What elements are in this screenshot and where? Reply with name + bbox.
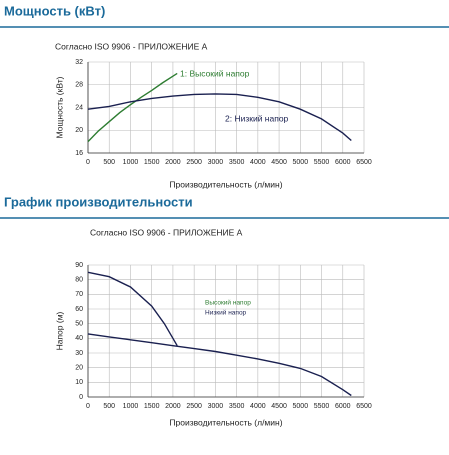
y-tick-label: 50 bbox=[75, 321, 83, 328]
x-tick-label: 4000 bbox=[250, 403, 266, 410]
y-tick-label: 16 bbox=[75, 150, 83, 157]
y-tick-label: 20 bbox=[75, 365, 83, 372]
x-tick-label: 4000 bbox=[250, 159, 266, 166]
x-axis-label: Производительность (л/мин) bbox=[169, 179, 282, 189]
x-tick-label: 4500 bbox=[271, 159, 287, 166]
x-tick-label: 1000 bbox=[123, 159, 139, 166]
chart-title: Согласно ISO 9906 - ПРИЛОЖЕНИЕ А bbox=[90, 227, 243, 237]
y-tick-label: 32 bbox=[75, 59, 83, 66]
x-tick-label: 2500 bbox=[186, 403, 202, 410]
y-tick-label: 0 bbox=[79, 394, 83, 401]
x-tick-label: 4500 bbox=[271, 403, 287, 410]
series-label: 2: Низкий напор bbox=[225, 113, 289, 123]
series-label: 1: Высокий напор bbox=[180, 68, 250, 78]
x-tick-label: 6000 bbox=[335, 403, 351, 410]
legend-label: Высокий напор bbox=[205, 299, 251, 307]
y-tick-label: 70 bbox=[75, 291, 83, 298]
x-tick-label: 2000 bbox=[165, 403, 181, 410]
x-tick-label: 1000 bbox=[123, 403, 139, 410]
x-tick-label: 6500 bbox=[356, 403, 372, 410]
y-tick-label: 10 bbox=[75, 379, 83, 386]
x-tick-label: 500 bbox=[103, 403, 115, 410]
x-tick-label: 1500 bbox=[144, 159, 160, 166]
series-line bbox=[87, 271, 178, 347]
chart-title: Согласно ISO 9906 - ПРИЛОЖЕНИЕ А bbox=[55, 41, 208, 51]
x-tick-label: 5000 bbox=[293, 403, 309, 410]
y-tick-label: 80 bbox=[75, 277, 83, 284]
section-heading: Мощность (кВт) bbox=[4, 3, 105, 18]
series-line bbox=[87, 333, 352, 397]
x-tick-label: 0 bbox=[86, 403, 90, 410]
x-axis-label: Производительность (л/мин) bbox=[169, 417, 282, 427]
y-axis-label: Напор (м) bbox=[54, 311, 64, 350]
x-tick-label: 1500 bbox=[144, 403, 160, 410]
x-tick-label: 3000 bbox=[208, 159, 224, 166]
x-tick-label: 5500 bbox=[314, 403, 330, 410]
y-tick-label: 40 bbox=[75, 335, 83, 342]
x-tick-label: 2000 bbox=[165, 159, 181, 166]
y-tick-label: 24 bbox=[75, 104, 83, 111]
x-tick-label: 3500 bbox=[229, 159, 245, 166]
x-tick-label: 3000 bbox=[208, 403, 224, 410]
legend-label: Низкий напор bbox=[205, 309, 247, 317]
y-tick-label: 28 bbox=[75, 82, 83, 89]
x-tick-label: 2500 bbox=[186, 159, 202, 166]
x-tick-label: 6000 bbox=[335, 159, 351, 166]
x-tick-label: 0 bbox=[86, 159, 90, 166]
y-tick-label: 60 bbox=[75, 306, 83, 313]
section-heading: График производительности bbox=[4, 194, 193, 209]
y-tick-label: 20 bbox=[75, 127, 83, 134]
x-tick-label: 5000 bbox=[293, 159, 309, 166]
x-tick-label: 6500 bbox=[356, 159, 372, 166]
x-tick-label: 5500 bbox=[314, 159, 330, 166]
y-tick-label: 30 bbox=[75, 350, 83, 357]
y-tick-label: 90 bbox=[75, 262, 83, 269]
series-line bbox=[87, 93, 352, 142]
y-axis-label: Мощность (кВт) bbox=[54, 76, 64, 138]
x-tick-label: 3500 bbox=[229, 403, 245, 410]
x-tick-label: 500 bbox=[103, 159, 115, 166]
